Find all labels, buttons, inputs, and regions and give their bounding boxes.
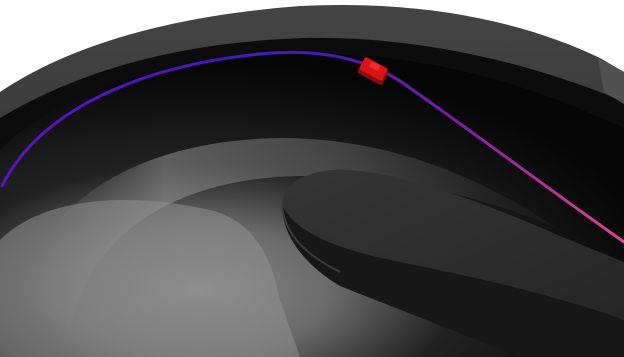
outer-wall-chamfer xyxy=(598,58,624,104)
inner-island-top xyxy=(282,169,624,320)
inner-island-edge xyxy=(281,204,341,273)
car-marker-icon xyxy=(357,57,389,85)
racing-line xyxy=(0,50,624,244)
track-floor-left xyxy=(0,200,300,357)
track-ridge-band xyxy=(20,138,600,330)
